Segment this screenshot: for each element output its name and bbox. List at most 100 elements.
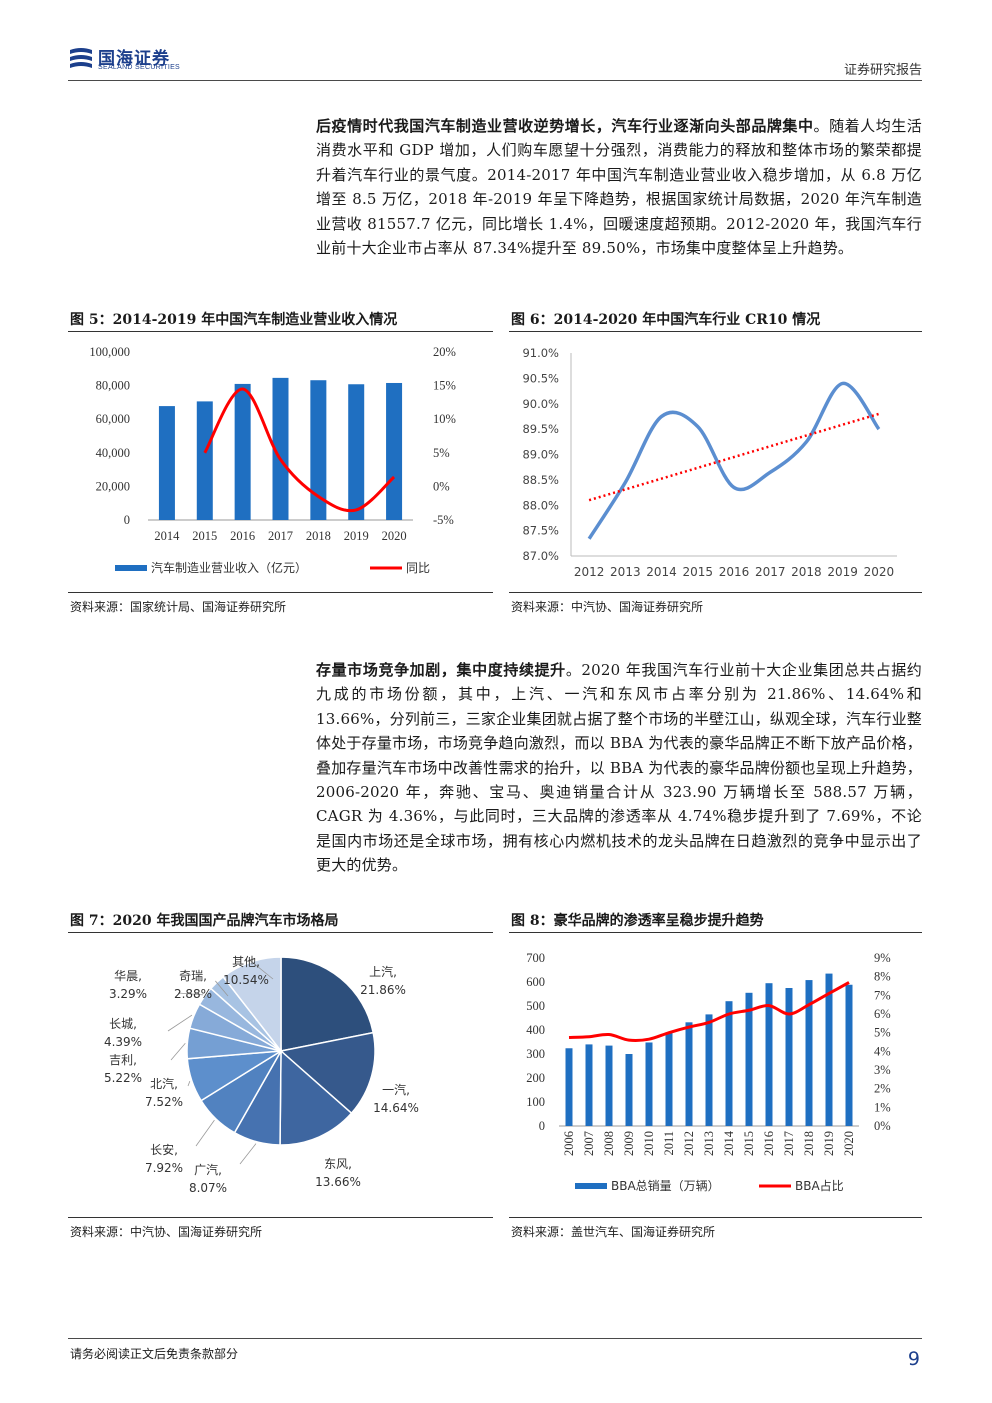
trend-line xyxy=(588,412,880,502)
slice-label: 奇瑞, xyxy=(179,969,207,983)
y-tick-label: 200 xyxy=(526,1071,545,1085)
paragraph-industry-revenue: 后疫情时代我国汽车制造业营收逆势增长，汽车行业逐渐向头部品牌集中。随着人均生活消… xyxy=(316,114,922,260)
x-tick-label: 2012 xyxy=(682,1131,696,1156)
slice-value: 21.86% xyxy=(360,983,406,997)
y2-tick-label: 15% xyxy=(433,379,456,393)
slice-label: 广汽, xyxy=(194,1162,222,1177)
header-divider xyxy=(68,80,922,81)
pie-slice xyxy=(280,956,375,1052)
bar xyxy=(785,988,793,1126)
leader-line xyxy=(195,1119,215,1147)
bar xyxy=(845,984,853,1126)
footer-divider xyxy=(68,1338,922,1339)
slice-value: 2.88% xyxy=(174,987,212,1001)
y-tick-label: 90.0% xyxy=(522,397,559,411)
x-tick-label: 2017 xyxy=(782,1131,796,1156)
x-tick-label: 2007 xyxy=(582,1131,596,1156)
x-tick-label: 2015 xyxy=(192,529,217,543)
bar xyxy=(605,1045,613,1126)
slice-value: 8.07% xyxy=(189,1181,227,1195)
page-number: 9 xyxy=(907,1348,920,1370)
bar xyxy=(665,1032,673,1126)
x-tick-label: 2018 xyxy=(791,565,822,579)
x-tick-label: 2019 xyxy=(344,529,369,543)
slice-value: 4.39% xyxy=(104,1035,142,1049)
y2-tick-label: 1% xyxy=(874,1100,891,1114)
bar xyxy=(585,1044,593,1126)
legend-swatch-sales xyxy=(575,1183,607,1189)
figure-6-chart: 87.0% 87.5% 88.0% 88.5% 89.0% 89.5% 90.0% 90.5%… xyxy=(522,346,897,579)
y2-tick-label: -5% xyxy=(433,513,454,527)
y-tick-label: 100 xyxy=(526,1095,545,1109)
y-tick-label: 91.0% xyxy=(522,346,559,360)
y-tick-label: 600 xyxy=(526,975,545,989)
y-tick-label: 500 xyxy=(526,999,545,1013)
y-tick-label: 90.5% xyxy=(522,371,559,385)
disclaimer-note: 请务必阅读正文后免责条款部分 xyxy=(70,1347,239,1361)
bar xyxy=(805,980,813,1126)
figure-8-title: 图 8：豪华品牌的渗透率呈稳步提升趋势 xyxy=(511,913,764,929)
figure-7-chart: 上汽, 21.86% 一汽, 14.64% 东风, 13.66% 广汽, 8.07% 长安, 7.… xyxy=(104,955,419,1195)
leader-line xyxy=(177,992,204,996)
x-tick-label: 2013 xyxy=(702,1131,716,1156)
figure-5-source: 资料来源：国家统计局、国海证券研究所 xyxy=(70,600,287,614)
y-tick-label: 87.5% xyxy=(522,524,559,538)
pie-slice xyxy=(279,1049,353,1146)
paragraph-heading: 存量市场竞争加剧，集中度持续提升 xyxy=(316,661,566,679)
x-tick-label: 2015 xyxy=(742,1131,756,1156)
x-tick-label: 2008 xyxy=(602,1131,616,1156)
bar xyxy=(745,992,753,1126)
y-tick-label: 700 xyxy=(526,951,545,965)
bar xyxy=(825,973,833,1126)
figure-6-source: 资料来源：中汽协、国海证券研究所 xyxy=(511,600,704,614)
brand-name-en: SEALAND SECURITIES xyxy=(98,64,181,71)
company-logo: 国海证券 SEALAND SECURITIES xyxy=(68,42,198,76)
x-tick-label: 2014 xyxy=(154,529,180,543)
paragraph-body: 。2020 年我国汽车行业前十大企业集团总共占据约九成的市场份额，其中，上汽、一… xyxy=(316,661,923,875)
bar xyxy=(272,377,289,520)
x-tick-label: 2016 xyxy=(719,565,750,579)
y-tick-label: 100,000 xyxy=(89,345,130,359)
cr10-line xyxy=(587,381,881,540)
x-tick-label: 2018 xyxy=(306,529,331,543)
figure-8-chart: 0 100 200 300 400 500 600 700 0% 1% 2% 3% 4% 5% 6% 7% 8%… xyxy=(526,951,891,1193)
y-tick-label: 80,000 xyxy=(96,379,130,393)
legend-label-revenue: 汽车制造业营业收入（亿元） xyxy=(151,560,307,575)
y2-tick-label: 3% xyxy=(874,1063,891,1077)
y2-tick-label: 0% xyxy=(433,479,450,493)
slice-label: 华晨, xyxy=(114,969,142,983)
leader-line xyxy=(249,959,274,980)
slice-label: 上汽, xyxy=(369,964,397,979)
bba-share-line xyxy=(568,981,850,1043)
y2-tick-label: 7% xyxy=(874,988,891,1002)
x-tick-label: 2020 xyxy=(842,1131,856,1156)
y2-tick-label: 0% xyxy=(874,1119,891,1133)
legend-label-sales: BBA总销量（万辆） xyxy=(611,1179,720,1193)
bar xyxy=(705,1014,713,1126)
leader-line xyxy=(167,1014,193,1032)
slice-label: 长城, xyxy=(109,1017,137,1031)
slice-label: 吉利, xyxy=(109,1053,137,1067)
figure-5-title: 图 5：2014-2019 年中国汽车制造业营业收入情况 xyxy=(70,312,398,328)
y-tick-label: 300 xyxy=(526,1047,545,1061)
leader-line xyxy=(170,1042,186,1061)
paragraph-market-competition: 存量市场竞争加剧，集中度持续提升。2020 年我国汽车行业前十大企业集团总共占据… xyxy=(316,658,922,878)
x-tick-label: 2015 xyxy=(683,565,714,579)
figure-6-bottom-rule xyxy=(509,592,922,593)
slice-label: 其他, xyxy=(232,955,260,969)
figure-6-top-rule xyxy=(509,331,922,332)
x-tick-label: 2009 xyxy=(622,1131,636,1156)
slice-label: 东风, xyxy=(324,1157,352,1171)
report-type: 证券研究报告 xyxy=(843,63,922,78)
pie-slice xyxy=(222,956,282,1054)
figure-5-bottom-rule xyxy=(68,592,493,593)
bar xyxy=(158,406,175,520)
bar xyxy=(565,1048,573,1126)
bar xyxy=(685,1022,693,1126)
x-tick-label: 2014 xyxy=(722,1130,736,1156)
y-tick-label: 87.0% xyxy=(522,549,559,563)
x-tick-label: 2017 xyxy=(755,565,786,579)
y-tick-label: 89.5% xyxy=(522,422,559,436)
leader-line xyxy=(215,980,229,997)
figure-8-top-rule xyxy=(509,932,922,933)
